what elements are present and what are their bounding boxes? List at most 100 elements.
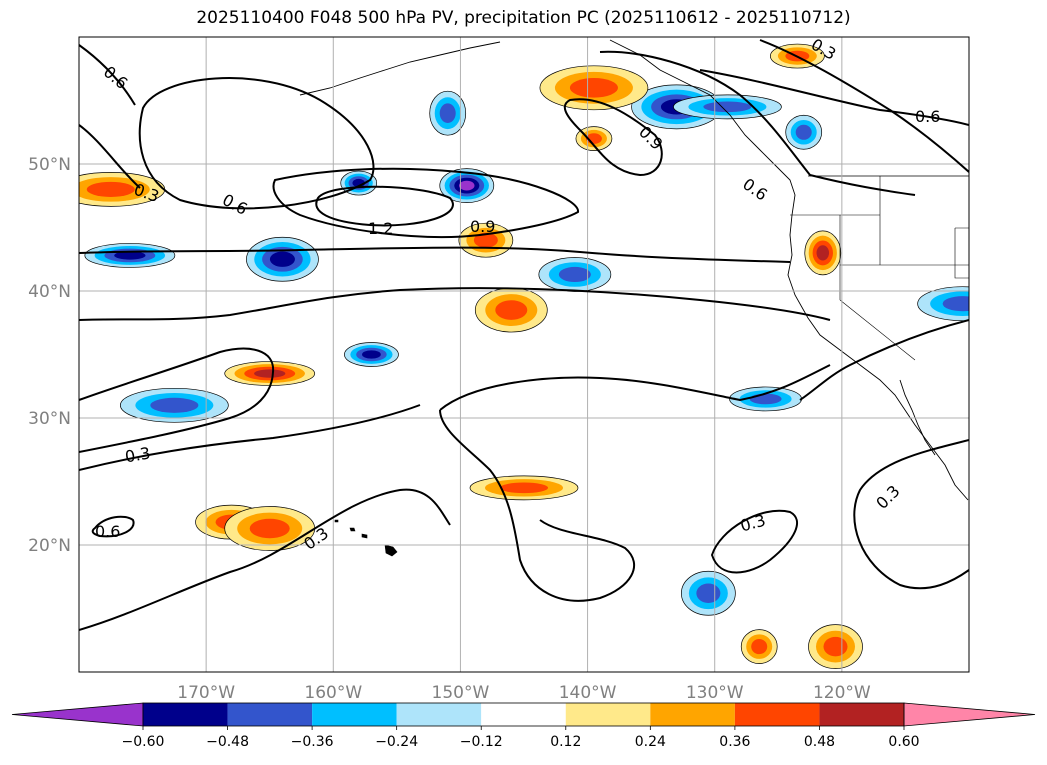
map-background [79, 37, 969, 672]
precip-blob [469, 475, 579, 501]
precip-band [696, 583, 721, 604]
aleutian-coast [299, 41, 501, 96]
x-tick-label: 130°W [686, 683, 744, 703]
x-tick-label: 160°W [304, 683, 362, 703]
precip-blob [224, 361, 316, 386]
pv-contour-0-6-a [79, 246, 831, 321]
precip-band [86, 181, 135, 197]
pv-contour-0-6-c [599, 50, 916, 196]
precip-band [254, 369, 286, 378]
colorbar-segment [565, 703, 651, 726]
colorbar-tick-label: −0.36 [291, 734, 334, 750]
precip-blob [808, 624, 863, 669]
colorbar-tick-label: 0.60 [888, 734, 919, 750]
contour-label: 0.9 [470, 217, 495, 236]
precip-band [823, 636, 848, 657]
precip-band [362, 350, 381, 359]
precip-blob [681, 570, 736, 616]
pv-contours [79, 39, 969, 631]
pv-contour-0-6-b [138, 77, 375, 210]
border-layer [790, 175, 969, 361]
colorbar-segment [396, 703, 482, 726]
x-tick-label: 140°W [559, 683, 617, 703]
precip-blob [729, 386, 802, 412]
colorbar-tick-label: 0.12 [550, 734, 581, 750]
precip-band [816, 245, 830, 261]
precip-band [459, 180, 475, 191]
y-tick-label: 40°N [28, 282, 71, 302]
precip-band [569, 78, 618, 98]
precip-band [942, 296, 969, 312]
y-tick-label: 30°N [28, 409, 71, 429]
contour-label: 0.3 [123, 443, 151, 466]
contour-label: 0.6 [95, 522, 120, 541]
precip-blob [785, 114, 823, 150]
pv-contour-0-3-c [710, 509, 799, 574]
precip-band [269, 251, 295, 267]
colorbar-extend-low [11, 702, 144, 727]
precip-band [749, 393, 782, 405]
precip-band [500, 482, 548, 494]
colorbar-tick-label: −0.24 [375, 734, 418, 750]
contour-label: 0.6 [915, 107, 940, 126]
colorbar-tick-label: 0.36 [719, 734, 750, 750]
precip-band [439, 103, 456, 123]
precip-band [558, 266, 591, 283]
precip-blob [474, 287, 548, 333]
precip-band [495, 300, 528, 320]
precip-band [473, 232, 498, 248]
precip-band [703, 101, 752, 113]
pv-contour-0-3-b [439, 364, 831, 602]
x-tick-label: 170°W [177, 683, 235, 703]
pv-contour-0-6-west [79, 44, 136, 106]
x-tick-label: 120°W [813, 683, 871, 703]
pv-contour-0-9-north [563, 98, 663, 177]
precip-blob [439, 168, 495, 203]
pv-contour-0-3-west [79, 124, 141, 189]
precip-blob [538, 257, 612, 292]
pv-contour-0-3-e [759, 39, 969, 401]
state-borders [790, 176, 969, 361]
precip-blob [539, 65, 649, 111]
colorbar: −0.60 −0.48 −0.36 −0.24 −0.12 0.12 0.24 0.36 0.4… [11, 702, 1036, 750]
pv-contour-0-6-e [699, 69, 969, 126]
precip-blob [246, 236, 319, 282]
colorbar-tick-label: −0.60 [122, 734, 165, 750]
precip-blob [673, 94, 782, 120]
precip-blob [84, 243, 176, 268]
chart-title: 2025110400 F048 500 hPa PV, precipitatio… [196, 8, 851, 28]
precip-blob [224, 506, 316, 551]
y-tick-label: 50°N [28, 155, 71, 175]
precip-band [249, 518, 290, 539]
precip-blob [917, 286, 969, 322]
map-frame [78, 36, 970, 673]
colorbar-segment [734, 703, 820, 726]
precip-band [114, 251, 146, 260]
pv-contour-0-3-a [79, 404, 451, 631]
precip-blob [344, 342, 399, 367]
colorbar-segment [143, 703, 228, 726]
y-axis-ticks: 20°N 30°N 40°N 50°N [28, 155, 71, 556]
pv-contour-1-2 [315, 185, 454, 227]
pv-contour-0-3-d [853, 439, 969, 590]
pv-contour-0-6-f [91, 515, 135, 538]
precipitation-layer [79, 43, 969, 669]
hawaii-islands [334, 519, 398, 557]
colorbar-segment [650, 703, 735, 726]
precip-blob [740, 629, 778, 664]
colorbar-tick-label: 0.48 [804, 734, 835, 750]
pv-contour-0-9-inner [272, 167, 579, 239]
colorbar-frame [142, 702, 905, 727]
y-tick-label: 20°N [28, 536, 71, 556]
colorbar-extend-high [903, 702, 1036, 727]
precip-band [150, 397, 199, 413]
x-axis-ticks: 170°W 160°W 150°W 140°W 130°W 120°W [177, 683, 871, 703]
colorbar-segment [227, 703, 313, 726]
colorbar-tick-label: −0.48 [206, 734, 249, 750]
precip-blob [120, 387, 229, 423]
precip-blob [79, 172, 166, 207]
precip-blob [804, 230, 842, 276]
colorbar-segment [819, 703, 904, 726]
x-tick-label: 150°W [432, 683, 490, 703]
